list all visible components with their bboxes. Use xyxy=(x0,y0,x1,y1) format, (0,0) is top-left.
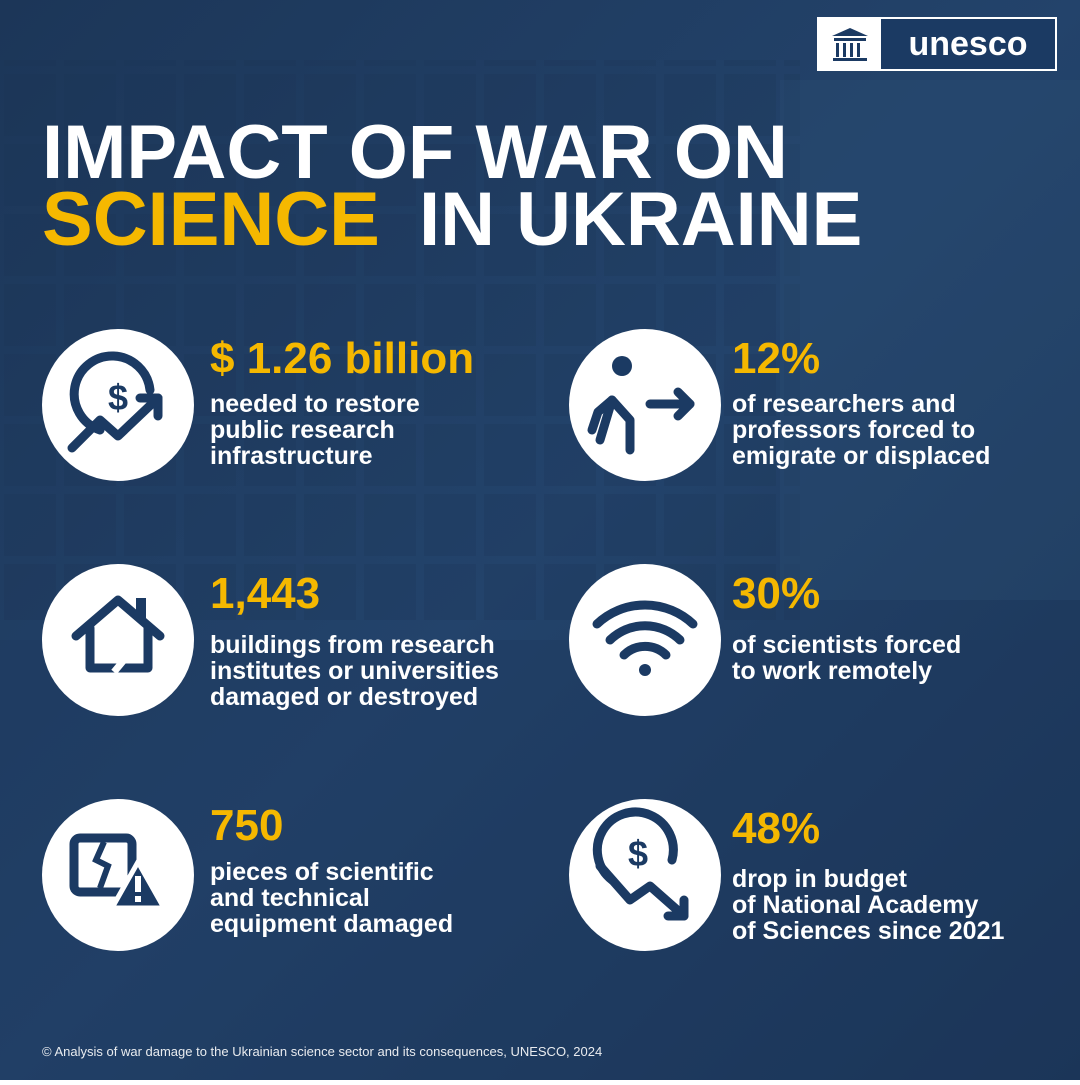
stat-description: buildings from research xyxy=(210,631,495,659)
stat-description: of scientists forced xyxy=(732,631,961,659)
stat-description: infrastructure xyxy=(210,442,373,470)
stat-value: $ 1.26 billion xyxy=(210,334,474,383)
icon-cost: $ xyxy=(42,329,194,481)
stat-description: to work remotely xyxy=(732,657,932,685)
stat-value: 750 xyxy=(210,801,283,850)
background-wall xyxy=(780,80,1080,600)
stat-description: needed to restore xyxy=(210,390,420,418)
stat-description: pieces of scientific xyxy=(210,858,434,886)
title-line-1: IMPACT OF WAR ON xyxy=(42,110,788,195)
footer: © Analysis of war damage to the Ukrainia… xyxy=(42,1044,602,1059)
stat-description: of National Academy xyxy=(732,891,978,919)
icon-building xyxy=(42,564,194,716)
stat-value: 12% xyxy=(732,334,820,383)
svg-text:$: $ xyxy=(108,377,128,418)
title-rest: IN UKRAINE xyxy=(419,177,862,262)
stat-description: equipment damaged xyxy=(210,910,453,938)
stat-description: institutes or universities xyxy=(210,657,499,685)
stat-value: 30% xyxy=(732,569,820,618)
stat-value: 1,443 xyxy=(210,569,320,618)
stat-description: emigrate or displaced xyxy=(732,442,990,470)
svg-text:$: $ xyxy=(628,833,648,874)
logo: unesco xyxy=(817,17,1057,71)
title-highlight: SCIENCE xyxy=(42,177,380,262)
icon-budget: $ xyxy=(569,799,721,951)
stat-description: public research xyxy=(210,416,395,444)
stat-description: and technical xyxy=(210,884,370,912)
title-line-2: SCIENCE IN UKRAINE xyxy=(42,177,862,262)
icon-equipment xyxy=(42,799,194,951)
icon-wifi xyxy=(569,564,721,716)
stat-description: damaged or destroyed xyxy=(210,683,478,711)
stat-description: of Sciences since 2021 xyxy=(732,917,1004,945)
stat-value: 48% xyxy=(732,804,820,853)
stat-description: professors forced to xyxy=(732,416,975,444)
stat-description: of researchers and xyxy=(732,390,956,418)
stat-description: drop in budget xyxy=(732,865,908,893)
icon-emigrate xyxy=(569,329,721,481)
logo-text: unesco xyxy=(908,25,1027,63)
